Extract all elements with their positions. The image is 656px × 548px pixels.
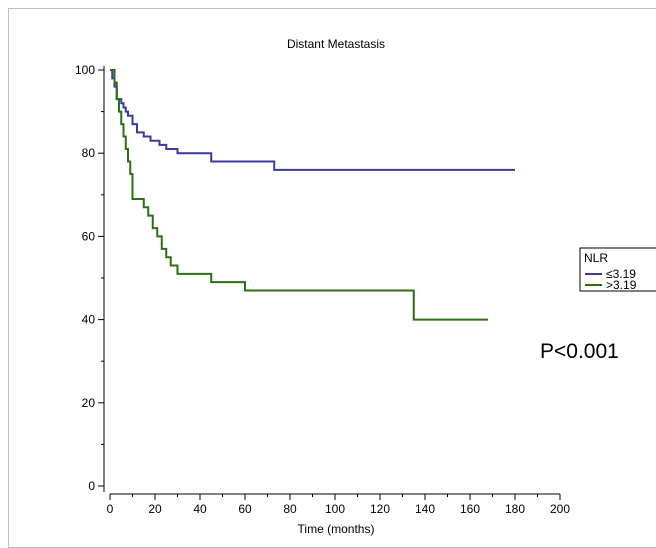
x-tick-label: 20: [148, 502, 162, 516]
p-value-annotation: P<0.001: [540, 340, 619, 363]
y-tick-label: 100: [75, 63, 95, 77]
legend-label-series-1: ≤3.19: [606, 267, 636, 281]
y-tick-label: 60: [82, 229, 96, 243]
x-axis-title: Time (months): [298, 522, 375, 536]
legend-label-series-2: >3.19: [606, 278, 637, 292]
survival-curve-series-1: [110, 69, 515, 171]
y-tick-label: 40: [82, 313, 96, 327]
chart-title: Distant Metastasis: [287, 37, 385, 51]
x-tick-label: 120: [370, 502, 390, 516]
legend: NLR ≤3.19 >3.19: [579, 247, 656, 292]
x-tick-label: 180: [505, 502, 525, 516]
axes: 0 20 40 60 80 100 0 20 40 60 80 100 120 140 160 180 200: [75, 63, 570, 516]
x-tick-label: 200: [550, 502, 570, 516]
legend-box: [579, 247, 656, 292]
x-tick-label: 40: [193, 502, 207, 516]
x-tick-label: 80: [283, 502, 297, 516]
x-tick-label: 140: [415, 502, 435, 516]
x-tick-label: 60: [238, 502, 252, 516]
legend-title: NLR: [584, 251, 608, 265]
survival-curves: [110, 69, 515, 321]
survival-curve-series-2: [110, 69, 488, 321]
x-tick-label: 0: [107, 502, 114, 516]
x-tick-label: 100: [325, 502, 345, 516]
y-tick-label: 80: [82, 146, 96, 160]
y-tick-label: 20: [82, 396, 96, 410]
x-tick-label: 160: [460, 502, 480, 516]
y-tick-label: 0: [88, 479, 95, 493]
